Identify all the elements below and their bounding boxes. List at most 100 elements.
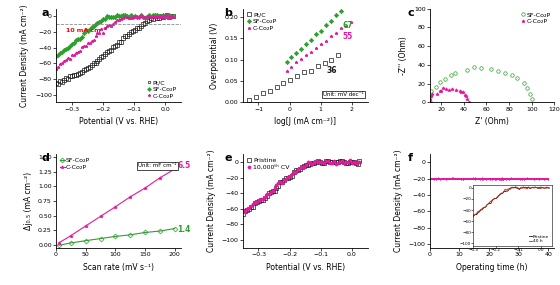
- C-Co₂P: [433, 92, 440, 95]
- Pt/C: [92, 62, 99, 65]
- SF-Co₂P: [318, 30, 325, 33]
- Line: C-Co₂P: C-Co₂P: [285, 20, 353, 72]
- SF-Co₂P: [293, 51, 300, 54]
- Line: C-Co₂P: C-Co₂P: [54, 13, 174, 70]
- SF-Co₂P: [527, 92, 534, 95]
- Pt/C: [307, 69, 314, 72]
- 10,000ᵗʰ CV: [271, 186, 278, 190]
- SF-Co₂P: [55, 243, 62, 247]
- Legend: SF-Co₂P, C-Co₂P: SF-Co₂P, C-Co₂P: [59, 157, 91, 170]
- C-Co₂P: [452, 88, 459, 92]
- Pt/C: [53, 81, 59, 84]
- SF-Co₂P: [303, 42, 310, 46]
- SF-Co₂P: [67, 241, 74, 245]
- Pt/C: [328, 58, 335, 62]
- C-Co₂P: [72, 52, 79, 55]
- SF-Co₂P: [448, 73, 455, 76]
- C-Co₂P: [328, 34, 334, 38]
- C-Co₂P: [448, 87, 455, 91]
- SF-Co₂P: [82, 28, 89, 32]
- SF-Co₂P: [433, 85, 440, 89]
- C-Co₂P: [426, 97, 433, 101]
- C-Co₂P: [55, 241, 62, 245]
- SF-Co₂P: [53, 55, 59, 58]
- Pt/C: [88, 63, 95, 67]
- SF-Co₂P: [471, 65, 478, 68]
- Pt/C: [280, 82, 287, 85]
- Line: C-Co₂P: C-Co₂P: [428, 87, 470, 104]
- SF-Co₂P: [112, 235, 119, 238]
- SF-Co₂P: [171, 227, 178, 230]
- SF-Co₂P: [169, 15, 176, 18]
- SF-Co₂P: [92, 23, 99, 26]
- 10,000ᵗʰ CV: [241, 210, 248, 213]
- C-Co₂P: [288, 65, 295, 68]
- SF-Co₂P: [521, 81, 528, 85]
- C-Co₂P: [446, 88, 453, 91]
- C-Co₂P: [112, 205, 119, 209]
- SF-Co₂P: [122, 13, 129, 17]
- C-Co₂P: [458, 91, 464, 94]
- SF-Co₂P: [308, 38, 315, 42]
- C-Co₂P: [427, 94, 434, 98]
- Line: SF-Co₂P: SF-Co₂P: [54, 13, 174, 58]
- SF-Co₂P: [529, 98, 535, 101]
- C-Co₂P: [138, 13, 144, 17]
- Line: Pt/C: Pt/C: [248, 54, 340, 101]
- Pt/C: [253, 95, 259, 99]
- 10,000ᵗʰ CV: [275, 182, 282, 185]
- Pt/C: [74, 72, 81, 75]
- C-Co₂P: [92, 34, 99, 38]
- Y-axis label: Current Density (mA cm⁻²): Current Density (mA cm⁻²): [394, 150, 403, 252]
- SF-Co₂P: [333, 13, 339, 17]
- C-Co₂P: [90, 38, 97, 41]
- C-Co₂P: [127, 195, 133, 199]
- Pristine: [240, 212, 246, 215]
- Text: c: c: [407, 8, 414, 18]
- 10,000ᵗʰ CV: [346, 159, 353, 162]
- Line: Pt/C: Pt/C: [54, 14, 174, 86]
- SF-Co₂P: [283, 60, 290, 64]
- Text: 67: 67: [343, 21, 353, 30]
- X-axis label: Operating time (h): Operating time (h): [456, 263, 528, 272]
- SF-Co₂P: [524, 86, 530, 90]
- Pt/C: [335, 54, 342, 57]
- C-Co₂P: [82, 44, 89, 47]
- C-Co₂P: [318, 42, 325, 46]
- X-axis label: Potential (V vs. RHE): Potential (V vs. RHE): [265, 263, 345, 272]
- Text: f: f: [407, 153, 412, 163]
- Pt/C: [246, 98, 253, 102]
- SF-Co₂P: [142, 231, 148, 234]
- SF-Co₂P: [128, 14, 134, 17]
- Line: SF-Co₂P: SF-Co₂P: [57, 227, 176, 247]
- Pristine: [279, 180, 286, 184]
- SF-Co₂P: [288, 56, 295, 59]
- Line: SF-Co₂P: SF-Co₂P: [427, 65, 534, 104]
- SF-Co₂P: [495, 70, 502, 73]
- Pt/C: [301, 70, 307, 74]
- Text: d: d: [41, 153, 49, 163]
- SF-Co₂P: [156, 229, 163, 233]
- C-Co₂P: [303, 54, 310, 57]
- SF-Co₂P: [428, 89, 435, 93]
- C-Co₂P: [443, 87, 450, 91]
- Text: 10 mA cm⁻²: 10 mA cm⁻²: [66, 28, 107, 33]
- Legend: SF-Co₂P, C-Co₂P: SF-Co₂P, C-Co₂P: [520, 12, 551, 25]
- Pt/C: [314, 64, 321, 68]
- C-Co₂P: [460, 91, 466, 94]
- Pt/C: [321, 62, 328, 65]
- C-Co₂P: [333, 31, 339, 35]
- Pt/C: [55, 82, 62, 86]
- X-axis label: Scan rate (mV s⁻¹): Scan rate (mV s⁻¹): [83, 263, 154, 272]
- Legend: Pristine, 10,000ᵗʰ CV: Pristine, 10,000ᵗʰ CV: [246, 157, 290, 170]
- Text: 6.5: 6.5: [178, 160, 191, 170]
- SF-Co₂P: [488, 67, 494, 71]
- Pristine: [259, 198, 266, 201]
- 10,000ᵗʰ CV: [262, 195, 268, 198]
- SF-Co₂P: [86, 27, 93, 30]
- C-Co₂P: [126, 17, 133, 20]
- Y-axis label: Δj₀.₅ (mA cm⁻²): Δj₀.₅ (mA cm⁻²): [24, 172, 32, 230]
- SF-Co₂P: [338, 10, 344, 13]
- Pristine: [269, 189, 276, 193]
- Y-axis label: Current Density (mA cm⁻²): Current Density (mA cm⁻²): [20, 4, 30, 107]
